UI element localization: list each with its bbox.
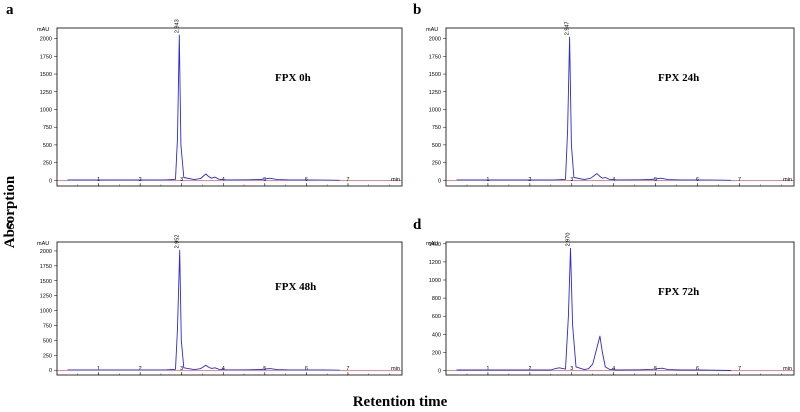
y-tick-label: 750 [43,323,52,329]
peak-label: 2.952 [175,235,181,249]
y-tick-label: 1750 [429,54,441,60]
y-tick-label: 500 [43,338,52,344]
x-tick-label: 1 [486,366,489,372]
y-tick-label: 400 [432,332,441,338]
x-tick-label: 6 [696,366,699,372]
y-tick-label: 200 [432,350,441,356]
y-tick-label: 750 [43,125,52,131]
panel-letter: b [413,2,421,18]
y-tick-label: 0 [438,178,441,184]
y-tick-label: 250 [43,353,52,359]
y-tick-label: 1400 [429,242,441,248]
y-tick-label: 1500 [40,72,52,78]
y-tick-label: 1000 [429,278,441,284]
chromatogram-trace-0 [67,249,340,371]
panel-letter: d [413,217,422,233]
peak-label: 2.943 [174,19,180,33]
panel-letter: c [6,217,13,233]
y-unit-label: mAU [426,241,438,247]
y-unit-label: mAU [37,241,49,247]
plot-frame [445,27,795,187]
y-tick-label: 1250 [40,294,52,300]
sample-label: FPX 24h [658,72,699,84]
y-tick-label: 1000 [40,309,52,315]
x-unit-label: min [783,177,792,183]
x-tick-label: 6 [305,366,308,372]
x-unit-label: min [391,177,400,183]
x-unit-label: min [783,366,792,372]
x-tick-label: 1 [97,366,100,372]
x-tick-label: 2 [528,366,531,372]
y-tick-label: 1000 [40,107,52,113]
y-tick-label: 1200 [429,260,441,266]
panel-letter: a [6,2,14,18]
y-tick-label: 2000 [40,249,52,255]
plot-frame [56,241,403,376]
chromatogram-trace-0 [67,34,340,181]
peak-label: 2.970 [566,233,572,247]
y-tick-label: 600 [432,314,441,320]
x-tick-label: 4 [222,366,225,372]
y-tick-label: 2000 [40,37,52,43]
y-tick-label: 0 [438,368,441,374]
y-tick-label: 1250 [429,90,441,96]
x-tick-label: 7 [738,366,741,372]
y-tick-label: 1250 [40,90,52,96]
y-tick-label: 1750 [40,54,52,60]
plot-frame [56,27,403,187]
x-tick-label: 3 [570,366,573,372]
y-tick-label: 500 [432,143,441,149]
y-tick-label: 1000 [429,107,441,113]
y-tick-label: 1750 [40,264,52,270]
y-tick-label: 500 [43,143,52,149]
y-tick-label: 250 [432,161,441,167]
chromatogram-trace-0 [456,36,732,181]
chromatogram-trace-0 [456,247,732,371]
plot-frame [445,241,795,376]
x-tick-label: 4 [612,366,615,372]
x-tick-label: 2 [139,366,142,372]
x-unit-label: min [391,366,400,372]
x-tick-label: 3 [570,177,573,183]
y-unit-label: mAU [37,27,49,33]
x-tick-label: 7 [738,177,741,183]
x-tick-label: 7 [346,177,349,183]
x-tick-label: 3 [180,366,183,372]
y-axis-title: Absorption [2,175,18,248]
x-tick-label: 7 [346,366,349,372]
x-tick-label: 5 [263,177,266,183]
y-tick-label: 2000 [429,37,441,43]
sample-label: FPX 72h [658,286,699,298]
y-tick-label: 0 [49,368,52,374]
x-tick-label: 3 [180,177,183,183]
y-tick-label: 800 [432,296,441,302]
sample-label: FPX 0h [275,72,311,84]
x-tick-label: 5 [654,177,657,183]
y-tick-label: 0 [49,178,52,184]
sample-label: FPX 48h [275,281,316,293]
y-tick-label: 250 [43,161,52,167]
peak-label: 2.947 [565,21,571,35]
y-tick-label: 1500 [429,72,441,78]
y-tick-label: 1500 [40,279,52,285]
y-tick-label: 750 [432,125,441,131]
y-unit-label: mAU [426,27,438,33]
x-axis-title: Retention time [353,394,448,410]
